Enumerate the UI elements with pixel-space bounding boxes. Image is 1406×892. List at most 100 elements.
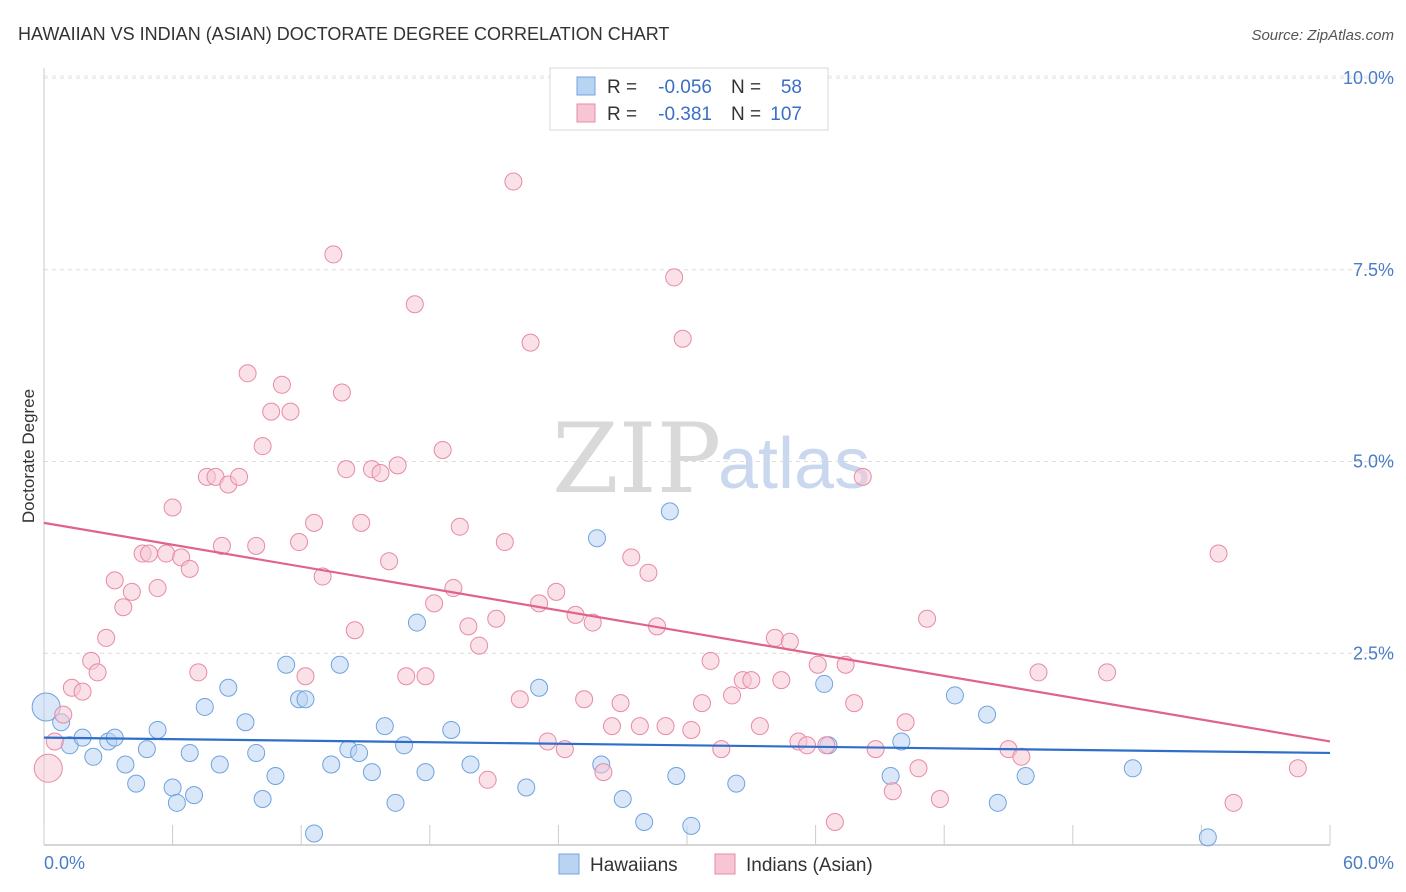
- hawaiians-point-24: [296, 690, 315, 709]
- indians-point-96: [896, 713, 915, 732]
- hawaiians-point-54: [988, 793, 1007, 812]
- hawaiians-point-13: [180, 743, 199, 762]
- hawaiians-point-50: [892, 732, 911, 751]
- indians-point-73: [665, 268, 684, 287]
- hawaiians-point-35: [416, 763, 435, 782]
- legend-r-label-hawaiians: R =: [607, 77, 637, 98]
- indians-point-90: [825, 812, 844, 831]
- y-axis-label: Doctorate Degree: [19, 389, 38, 523]
- hawaiians-point-27: [330, 655, 349, 674]
- indians-point-8: [105, 571, 124, 590]
- series-indians-points: [33, 172, 1307, 831]
- indians-point-7: [97, 628, 116, 647]
- hawaiians-point-51: [881, 766, 900, 785]
- y-tick-label-1: 5.0%: [1353, 452, 1394, 472]
- indians-point-9: [114, 598, 133, 617]
- hawaiians-point-21: [266, 766, 285, 785]
- legend-r-value-indians: -0.381: [658, 104, 712, 125]
- hawaiians-trend-line: [43, 736, 1331, 755]
- watermark-atlas: atlas: [718, 424, 870, 504]
- indians-point-95: [883, 782, 902, 801]
- indians-point-55: [504, 172, 523, 191]
- hawaiians-point-33: [395, 736, 414, 755]
- indians-point-58: [530, 594, 549, 613]
- indians-point-28: [272, 375, 291, 394]
- hawaiians-point-48: [815, 674, 834, 693]
- indians-point-101: [1012, 747, 1031, 766]
- hawaiians-point-7: [116, 755, 135, 774]
- indians-point-70: [639, 563, 658, 582]
- indians-point-13: [148, 579, 167, 598]
- hawaiians-point-34: [407, 613, 426, 632]
- hawaiians-point-39: [530, 678, 549, 697]
- indians-point-36: [337, 460, 356, 479]
- hawaiians-point-56: [1123, 759, 1142, 778]
- indians-point-76: [693, 694, 712, 713]
- hawaiians-point-10: [148, 720, 167, 739]
- indians-point-97: [909, 759, 928, 778]
- indians-point-45: [416, 667, 435, 686]
- indians-point-18: [189, 663, 208, 682]
- y-tick-label-3: 10.0%: [1343, 68, 1394, 88]
- bottom-legend-label-indians: Indians (Asian): [746, 855, 873, 876]
- legend-n-value-indians: 107: [770, 104, 802, 125]
- indians-point-69: [630, 717, 649, 736]
- bottom-legend-label-hawaiians: Hawaiians: [590, 855, 678, 876]
- hawaiians-point-45: [667, 766, 686, 785]
- indians-point-68: [622, 548, 641, 567]
- bottom-legend-swatch-indians: [714, 853, 736, 875]
- y-tick-label-2: 7.5%: [1353, 260, 1394, 280]
- hawaiians-point-32: [386, 793, 405, 812]
- indians-point-79: [723, 686, 742, 705]
- hawaiians-point-46: [682, 816, 701, 835]
- indians-point-92: [845, 694, 864, 713]
- legend-swatch-indians: [576, 103, 596, 123]
- hawaiians-point-29: [350, 743, 369, 762]
- hawaiians-point-20: [253, 789, 272, 808]
- indians-point-31: [296, 667, 315, 686]
- legend-n-label-indians: N =: [731, 104, 761, 125]
- indians-point-98: [918, 609, 937, 628]
- indians-point-21: [212, 536, 231, 555]
- hawaiians-point-31: [375, 717, 394, 736]
- hawaiians-point-44: [660, 502, 679, 521]
- indians-point-74: [673, 329, 692, 348]
- hawaiians-point-52: [945, 686, 964, 705]
- indians-point-82: [750, 717, 769, 736]
- legend-n-label-hawaiians: N =: [731, 77, 761, 98]
- indians-trend-line: [43, 521, 1331, 743]
- indians-point-84: [772, 671, 791, 690]
- indians-point-67: [611, 694, 630, 713]
- legend-n-value-hawaiians: 58: [781, 77, 802, 98]
- indians-point-49: [450, 517, 469, 536]
- indians-point-4: [73, 682, 92, 701]
- legend-r-value-hawaiians: -0.056: [658, 77, 712, 98]
- series-legend: Hawaiians Indians (Asian): [558, 853, 873, 876]
- hawaiians-point-15: [195, 697, 214, 716]
- indians-point-29: [281, 402, 300, 421]
- indians-point-10: [122, 582, 141, 601]
- indians-point-77: [701, 651, 720, 670]
- indians-point-23: [230, 467, 249, 486]
- x-tick-label-max: 60.0%: [1343, 853, 1394, 873]
- indians-point-38: [352, 513, 371, 532]
- hawaiians-point-4: [84, 747, 103, 766]
- indians-point-6: [88, 663, 107, 682]
- indians-point-106: [1288, 759, 1307, 778]
- indians-point-57: [521, 333, 540, 352]
- watermark: ZIP atlas: [552, 403, 870, 515]
- hawaiians-point-26: [322, 755, 341, 774]
- legend-r-label-indians: R =: [607, 104, 637, 125]
- indians-point-41: [380, 552, 399, 571]
- hawaiians-point-40: [587, 529, 606, 548]
- indians-point-27: [262, 402, 281, 421]
- indians-point-81: [742, 671, 761, 690]
- hawaiians-point-22: [277, 655, 296, 674]
- indians-point-47: [433, 440, 452, 459]
- stats-legend-box: [549, 67, 829, 131]
- hawaiians-point-18: [236, 713, 255, 732]
- hawaiians-point-43: [635, 812, 654, 831]
- indians-point-34: [324, 245, 343, 264]
- x-tick-label-min: 0.0%: [44, 853, 85, 873]
- indians-point-99: [930, 789, 949, 808]
